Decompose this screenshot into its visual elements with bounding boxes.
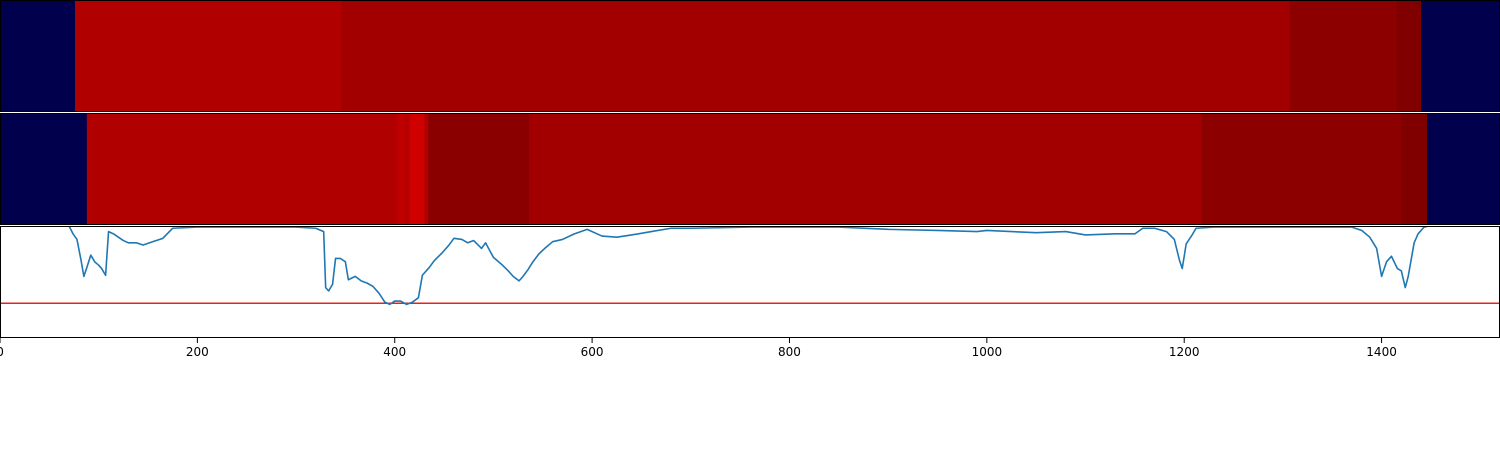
heatmap-panel-top [0,0,1500,112]
x-tick-label-6: 1200 [1169,345,1200,359]
heatmap-cell-6 [428,113,530,225]
heatmap-cell-1 [75,0,343,112]
x-axis: 0 200 400 600 800 1000 1200 1400 [0,338,1397,359]
x-tick-label-7: 1400 [1366,345,1397,359]
series-line-0 [68,226,1430,306]
heatmap-cell-3 [404,113,411,225]
heatmap-cell-9 [1401,113,1428,225]
heatmap-cell-4 [1396,0,1422,112]
heatmap-cell-7 [528,113,1203,225]
heatmap-cell-3 [1289,0,1397,112]
line-plot-panel [0,226,1500,338]
heatmap-cell-10 [1426,113,1500,225]
heatmap-cell-2 [396,113,406,225]
heatmap-cell-5 [1421,0,1500,112]
line-plot-frame [0,226,1500,338]
heatmap-cell-5 [424,113,429,225]
heatmap-cell-0 [0,0,76,112]
x-tick-label-3: 600 [581,345,604,359]
x-tick-label-1: 200 [186,345,209,359]
heatmap-cell-4 [409,113,425,225]
x-tick-label-4: 800 [778,345,801,359]
heatmap-panel-middle [0,113,1500,225]
x-tick-label-0: 0 [0,345,4,359]
x-tick-label-5: 1000 [972,345,1003,359]
heatmap-cell-1 [86,113,398,225]
heatmap-cell-8 [1201,113,1402,225]
heatmap-cell-2 [341,0,1291,112]
heatmap-cell-0 [0,113,88,225]
x-tick-label-2: 400 [383,345,406,359]
